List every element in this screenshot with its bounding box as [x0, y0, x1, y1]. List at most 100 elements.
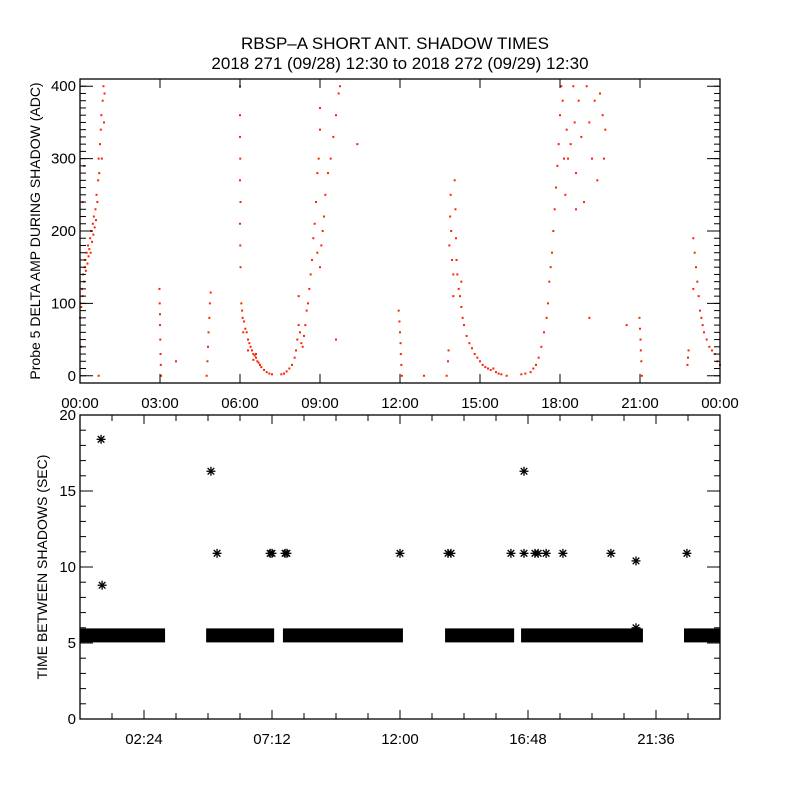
asterisk-stroke — [283, 549, 291, 558]
data-point — [280, 373, 283, 376]
asterisk-stroke — [507, 549, 515, 558]
data-point — [291, 363, 293, 366]
data-point — [456, 273, 459, 276]
data-point — [251, 349, 253, 352]
data-point — [397, 309, 400, 312]
data-point — [252, 353, 255, 356]
data-point — [100, 114, 103, 117]
data-point — [256, 360, 259, 363]
data-point — [295, 349, 297, 352]
y-tick-label: 5 — [68, 635, 76, 652]
y-tick-label: 200 — [51, 223, 76, 240]
data-point — [461, 316, 464, 319]
data-point — [239, 135, 241, 138]
data-point — [639, 349, 642, 352]
data-point — [96, 201, 99, 204]
bottom-panel: 0 5 10 15 20 02:24 07:12 12:00 16:48 21:36 TIME B… — [34, 407, 721, 748]
data-point — [569, 143, 572, 146]
data-point — [93, 226, 96, 229]
data-point — [263, 368, 265, 371]
asterisk-point — [267, 548, 277, 558]
asterisk-stroke — [607, 549, 615, 558]
data-point — [159, 313, 161, 316]
data-point — [307, 302, 309, 305]
data-point — [356, 143, 359, 146]
data-point — [239, 222, 241, 225]
data-point — [572, 85, 575, 88]
data-point — [88, 248, 91, 251]
asterisk-point — [96, 434, 106, 444]
data-point — [257, 361, 260, 364]
data-point — [296, 338, 299, 341]
data-point — [208, 316, 211, 319]
data-point — [543, 331, 545, 334]
bottom-data-points — [80, 434, 720, 643]
data-point — [241, 309, 244, 312]
asterisk-point — [606, 548, 616, 558]
data-point — [92, 215, 95, 218]
data-point — [547, 302, 549, 305]
data-point — [259, 363, 261, 366]
data-point — [552, 230, 555, 232]
x-tick-label: 09:00 — [301, 395, 339, 412]
data-point — [244, 327, 247, 330]
data-point — [577, 99, 580, 102]
data-point — [255, 356, 257, 359]
data-point — [319, 128, 321, 131]
data-point — [335, 114, 337, 117]
data-point — [399, 353, 402, 356]
data-point — [535, 363, 537, 366]
data-point — [311, 258, 313, 261]
data-point — [239, 244, 242, 247]
data-point — [84, 269, 87, 272]
data-point — [455, 237, 457, 240]
data-point — [207, 345, 209, 348]
data-point — [158, 287, 161, 290]
data-point — [87, 244, 89, 247]
asterisk-point — [519, 466, 529, 476]
data-point — [492, 367, 495, 370]
asterisk-stroke — [542, 549, 550, 558]
data-point — [471, 347, 473, 350]
data-point — [460, 280, 463, 283]
y-tick-label: 0 — [68, 368, 76, 385]
data-point — [337, 92, 340, 95]
data-point — [495, 371, 497, 374]
data-point — [97, 179, 100, 182]
data-point — [500, 373, 503, 376]
data-point — [454, 208, 457, 211]
data-point — [445, 374, 448, 377]
data-point — [455, 258, 458, 261]
data-point — [99, 143, 101, 146]
asterisk-point — [533, 548, 543, 558]
data-point — [253, 354, 256, 357]
data-point — [696, 280, 699, 283]
asterisk-point — [212, 548, 222, 558]
data-point — [101, 99, 104, 102]
data-point — [603, 157, 605, 160]
data-point — [520, 373, 523, 376]
data-point — [315, 201, 317, 204]
data-point — [159, 338, 162, 341]
x-tick-label: 18:00 — [541, 395, 579, 412]
data-point — [687, 349, 690, 352]
data-point — [625, 324, 628, 327]
top-panel: 0 100 200 300 400 00:00 03:00 06:00 09:00 12:00 15… — [27, 78, 739, 412]
x-tick-label: 21:36 — [637, 731, 675, 748]
data-point — [449, 215, 452, 218]
y-tick-label: 10 — [59, 559, 76, 576]
plot-frame — [79, 78, 721, 384]
data-point — [573, 121, 576, 124]
data-point — [239, 157, 242, 160]
data-point — [301, 345, 304, 348]
asterisk-point — [541, 548, 551, 558]
data-point — [99, 128, 102, 131]
data-point — [158, 302, 161, 305]
data-point — [693, 251, 696, 254]
data-point — [89, 251, 92, 254]
data-point — [465, 334, 468, 337]
data-point — [548, 280, 551, 283]
data-point — [423, 374, 425, 377]
asterisk-point — [682, 548, 692, 558]
